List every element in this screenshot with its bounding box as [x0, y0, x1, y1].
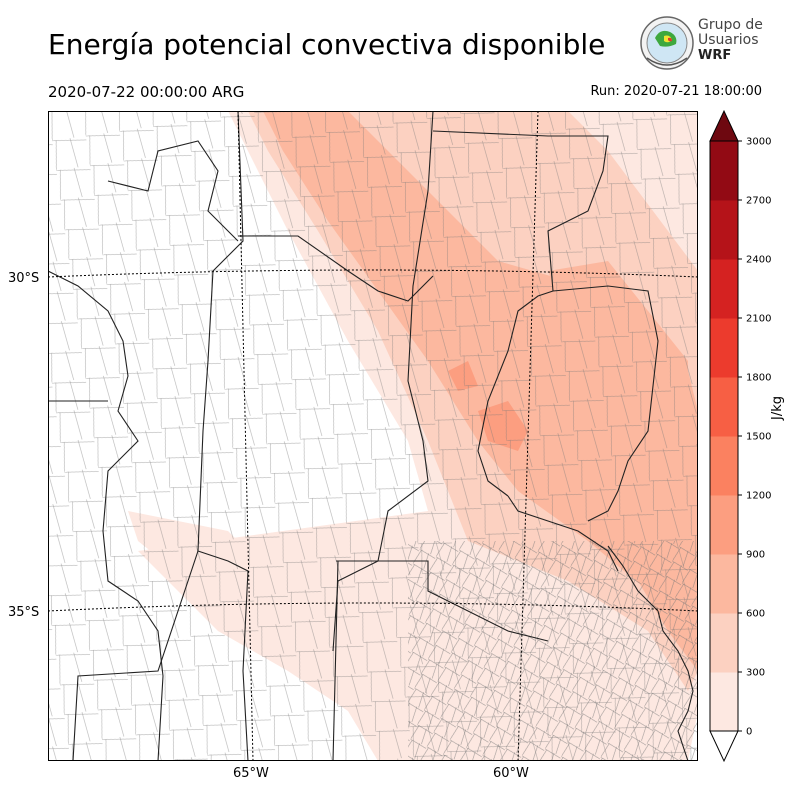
lat-label-35s: 35°S [8, 605, 40, 620]
run-time: Run: 2020-07-21 18:00:00 [590, 84, 762, 99]
cape-map [48, 111, 698, 761]
map-title: Energía potencial convectiva disponible [48, 28, 606, 61]
colorbar-bin [710, 141, 738, 201]
colorbar-tick-label: 600 [746, 609, 765, 620]
graticule [48, 111, 698, 761]
colorbar-bin [710, 436, 738, 496]
colorbar-bin [710, 554, 738, 614]
colorbar-extend-max [709, 109, 739, 142]
colorbar-tick-label: 1800 [746, 373, 771, 384]
colorbar-bin [710, 318, 738, 378]
colorbar-bin [710, 200, 738, 260]
colorbar-tick-label: 900 [746, 550, 765, 561]
colorbar-bin [710, 495, 738, 555]
colorbar-bin [710, 259, 738, 319]
colorbar-tick-label: 2700 [746, 196, 771, 207]
group-logo: Grupo de Usuarios WRF [638, 14, 768, 74]
colorbar-extend-min [709, 730, 739, 763]
coastline [607, 545, 694, 761]
colorbar-tick-label: 1200 [746, 491, 771, 502]
colorbar-bin [710, 377, 738, 437]
colorbar-tick-label: 1500 [746, 432, 771, 443]
colorbar-bin [710, 672, 738, 732]
province-borders [48, 111, 659, 761]
colorbar-tick-label: 2400 [746, 255, 771, 266]
lon-label-65w: 65°W [233, 766, 269, 781]
lat-label-30s: 30°S [8, 271, 40, 286]
logo-line-3: WRF [698, 48, 732, 63]
colorbar-tick-label: 3000 [746, 137, 771, 148]
lon-label-60w: 60°W [493, 766, 529, 781]
colorbar-tick-label: 0 [746, 727, 752, 738]
valid-time: 2020-07-22 00:00:00 ARG [48, 83, 245, 101]
colorbar: 0 300 600 900 1200 1500 1800 2100 2400 2700 3000 [709, 109, 771, 763]
colorbar-bin [710, 613, 738, 673]
map-frame [48, 111, 698, 761]
logo-line-1: Grupo de [698, 17, 763, 33]
globe-emblem-icon [640, 16, 694, 70]
colorbar-unit: J/kg [770, 396, 785, 420]
colorbar-tick-label: 300 [746, 668, 765, 679]
logo-line-2: Usuarios [698, 32, 759, 48]
colorbar-tick-label: 2100 [746, 314, 771, 325]
